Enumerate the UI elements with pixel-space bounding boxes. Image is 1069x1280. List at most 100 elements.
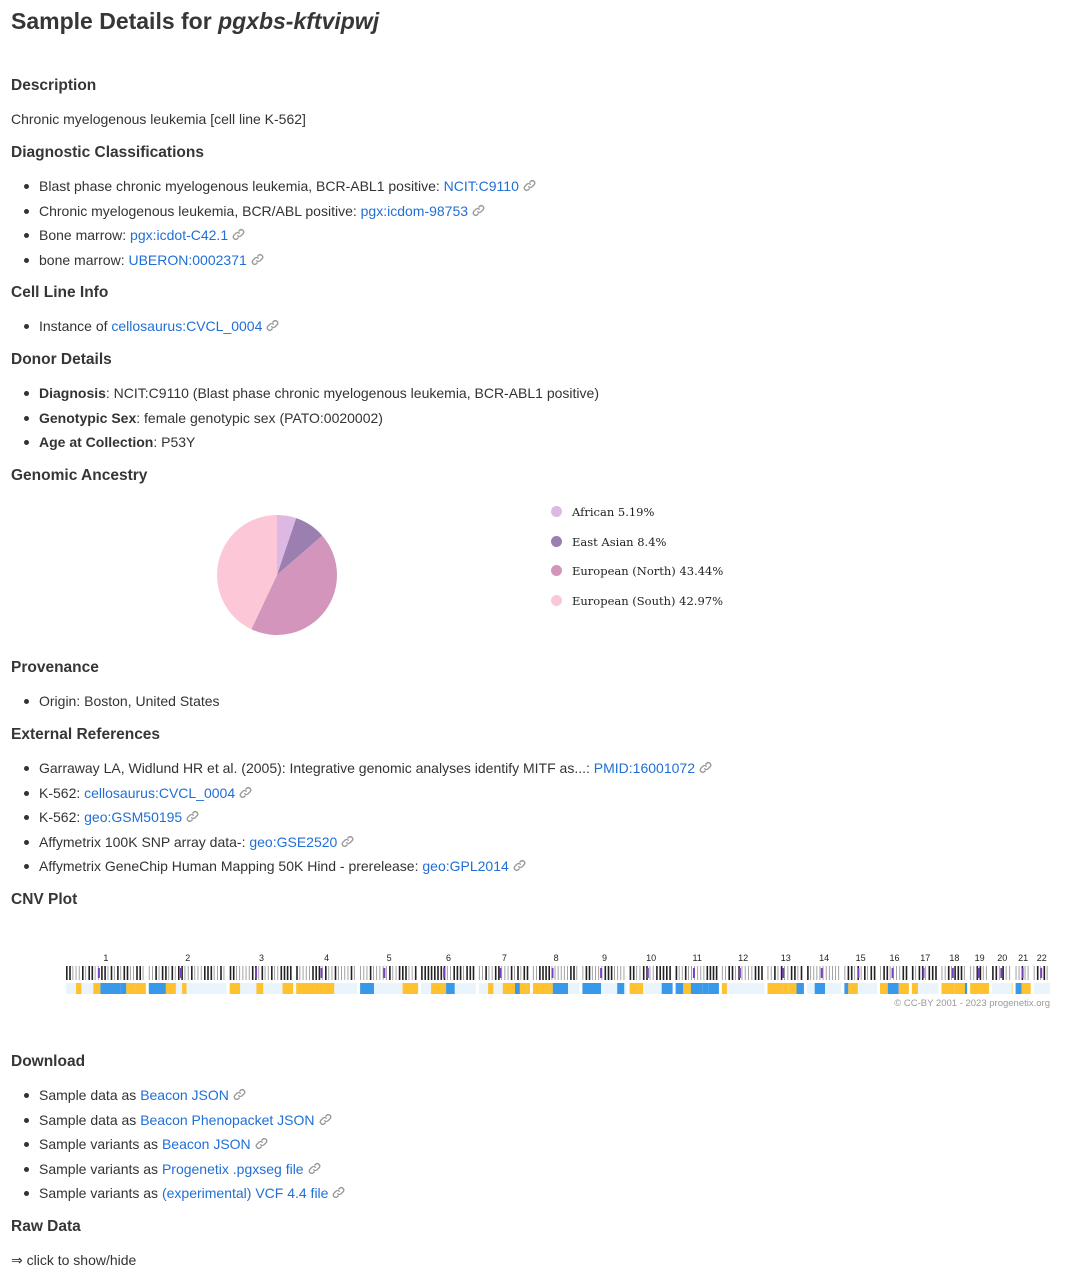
cnv-band (767, 966, 769, 980)
cnv-centromere (1000, 968, 1003, 978)
link-icon[interactable] (341, 834, 354, 852)
cnv-band (315, 966, 317, 980)
cnv-band (709, 966, 712, 980)
cellosaurus-link[interactable]: cellosaurus:CVCL_0004 (111, 318, 263, 334)
cnv-gain-segment (256, 983, 264, 994)
cnv-band (498, 966, 500, 980)
link-icon[interactable] (233, 1087, 246, 1105)
cnv-band (741, 966, 743, 980)
cnv-band (728, 966, 730, 980)
chromosome-label: 10 (646, 953, 657, 963)
icdot-link[interactable]: pgx:icdot-C42.1 (130, 227, 229, 243)
download-pgxseg-link[interactable]: Progenetix .pgxseg file (161, 1160, 304, 1177)
ancestry-legend: African 5.19% East Asian 8.4% European (… (551, 503, 723, 621)
uberon-link[interactable]: UBERON:0002371 (128, 251, 247, 268)
cnv-centromere (857, 968, 860, 978)
donor-key: Diagnosis (39, 385, 106, 401)
link-icon[interactable] (255, 1136, 268, 1154)
cnv-band (251, 966, 254, 980)
cnv-band (595, 966, 596, 980)
ncit-link[interactable]: NCIT:C9110 (443, 178, 519, 194)
download-variants-json-link[interactable]: Beacon JSON (161, 1136, 251, 1152)
chromosome-label: 2 (185, 953, 191, 963)
chromosome-label: 20 (997, 953, 1008, 963)
cnv-band (1018, 966, 1020, 980)
provenance-list: Origin: Boston, United States (11, 692, 220, 717)
link-icon[interactable] (513, 858, 526, 876)
cnv-band (532, 966, 534, 980)
sample-id: pgxbs-kftvipwj (218, 8, 380, 34)
cnv-band (75, 966, 77, 980)
chromosome-label: 14 (819, 953, 830, 963)
link-icon[interactable] (186, 809, 199, 827)
cnv-gain-segment (526, 983, 530, 994)
cnv-centromere (977, 968, 980, 978)
cnv-track-bg (911, 983, 939, 994)
link-icon[interactable] (332, 1185, 345, 1203)
cnv-band (678, 966, 680, 980)
cnv-band (261, 966, 264, 980)
cnv-band (204, 966, 206, 980)
cnv-band (210, 966, 213, 980)
cnv-loss-segment (360, 983, 374, 994)
link-icon[interactable] (699, 760, 712, 778)
cnv-band (902, 966, 905, 980)
cnv-band (136, 966, 138, 980)
geo-gsm-link[interactable]: geo:GSM50195 (84, 809, 183, 825)
link-icon[interactable] (308, 1161, 321, 1179)
link-icon[interactable] (319, 1112, 332, 1130)
cnv-band (456, 966, 459, 980)
item-label: Garraway LA, Widlund HR et al. (2005): I… (39, 760, 590, 776)
cnv-band (482, 966, 483, 980)
cnv-band (174, 966, 176, 980)
cnv-band (539, 966, 541, 980)
cnv-band (437, 966, 439, 980)
cnv-centromere (1021, 968, 1024, 978)
cnv-band (560, 966, 562, 980)
cnv-band (588, 966, 591, 980)
geo-gpl-link[interactable]: geo:GPL2014 (422, 858, 509, 874)
geo-gse-link[interactable]: geo:GSE2520 (249, 833, 338, 850)
cnv-band (545, 966, 547, 980)
link-icon[interactable] (251, 252, 264, 270)
cnv-band (899, 966, 901, 980)
link-icon[interactable] (266, 318, 279, 336)
external-refs-list: Garraway LA, Widlund HR et al. (2005): I… (11, 759, 712, 882)
cnv-band (171, 966, 174, 980)
link-icon[interactable] (232, 227, 245, 245)
cnv-band (825, 966, 827, 980)
chromosome-label: 9 (602, 953, 608, 963)
cnv-band (341, 966, 342, 980)
cnv-loss-segment (446, 983, 455, 994)
icdom-link[interactable]: pgx:icdom-98753 (360, 202, 469, 219)
cnv-band (248, 966, 250, 980)
pmid-link[interactable]: PMID:16001072 (593, 760, 695, 776)
link-icon[interactable] (239, 785, 252, 803)
cnv-band (787, 966, 789, 980)
download-beacon-json-link[interactable]: Beacon JSON (140, 1087, 229, 1103)
cnv-band (229, 966, 232, 980)
item-label: Affymetrix GeneChip Human Mapping 50K Hi… (39, 858, 419, 874)
download-vcf-link[interactable]: (experimental) VCF 4.4 file (161, 1185, 329, 1201)
cnv-band (217, 966, 218, 980)
cnv-gain-segment (431, 983, 447, 994)
cnv-centromere (891, 968, 894, 978)
cnv-gain-segment (182, 983, 187, 994)
cellosaurus-link[interactable]: cellosaurus:CVCL_0004 (84, 784, 236, 801)
cnv-band (928, 966, 931, 980)
cnv-band (110, 966, 113, 980)
cnv-band (264, 966, 266, 980)
cnv-track-bg (992, 983, 1013, 994)
link-icon[interactable] (472, 203, 485, 221)
raw-data-toggle[interactable]: ⇒ click to show/hide (11, 1252, 137, 1268)
list-item: K-562: geo:GSM50195 (24, 808, 712, 833)
legend-swatch (551, 594, 562, 606)
cnv-band (123, 966, 126, 980)
cnv-centromere (692, 968, 695, 978)
cnv-band (684, 966, 687, 980)
cnv-band (931, 966, 934, 980)
cnv-band (328, 966, 330, 980)
cnv-band (770, 966, 772, 980)
link-icon[interactable] (523, 178, 536, 196)
download-phenopacket-link[interactable]: Beacon Phenopacket JSON (140, 1111, 315, 1128)
